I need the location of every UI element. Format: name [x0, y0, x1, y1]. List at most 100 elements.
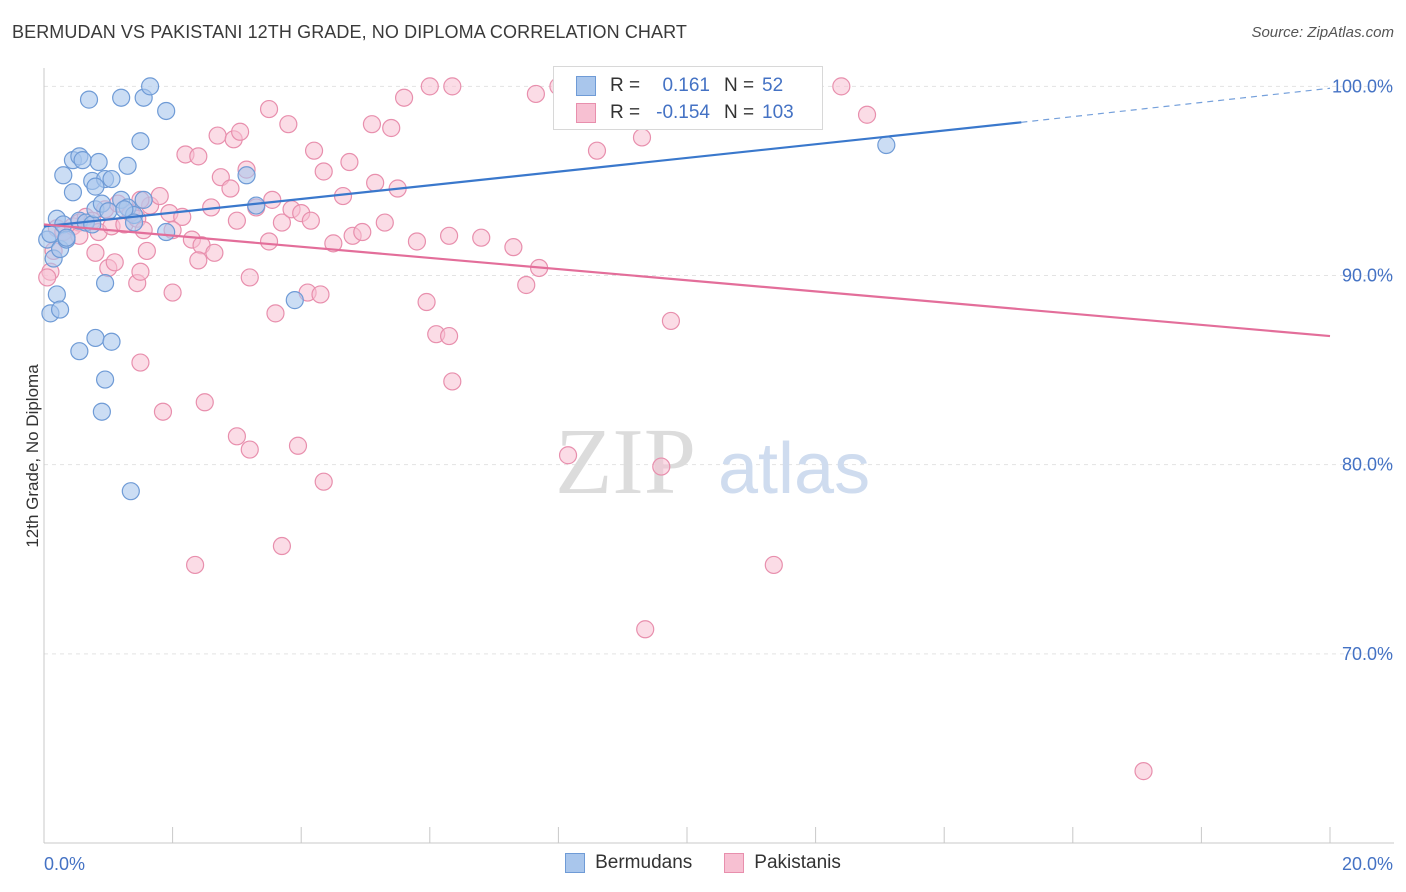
bermudans-point	[118, 156, 137, 175]
pakistanis-point	[314, 472, 333, 491]
y-tick-label: 90.0%	[1342, 266, 1393, 286]
watermark-atlas: atlas	[718, 429, 870, 509]
pakistanis-point	[163, 283, 182, 302]
pakistanis-point	[652, 457, 671, 476]
pakistanis-point	[150, 186, 169, 206]
pakistanis-point	[353, 222, 372, 242]
pakistanis-point	[636, 620, 655, 639]
stats-legend: R = 0.161 N = 52 R = -0.154 N = 103	[553, 66, 823, 130]
bermudans-point	[86, 177, 105, 196]
pakistanis-point	[301, 211, 320, 230]
pakistanis-trend-line	[43, 223, 1331, 338]
pakistanis-point	[259, 232, 279, 251]
pakistanis-point	[472, 228, 491, 247]
pakistanis-point	[366, 173, 385, 192]
legend-row-bermudans: R = 0.161 N = 52	[576, 73, 783, 99]
pakistanis-point	[439, 326, 459, 346]
legend-swatch-pink	[576, 103, 596, 123]
pakistanis-point	[137, 241, 156, 261]
bermudans-point	[877, 135, 896, 155]
bermudans-point	[47, 285, 66, 304]
pakistanis-point	[288, 436, 308, 455]
pakistanis-point	[221, 179, 240, 198]
bermudans-point	[70, 342, 89, 361]
pakistanis-point	[205, 243, 224, 262]
pakistanis-point	[231, 122, 250, 141]
pakistanis-point	[153, 402, 173, 421]
legend-n-label: N =	[724, 75, 755, 96]
trend-lines	[43, 87, 1331, 338]
pakistanis-point	[259, 99, 279, 119]
legend-r-value: -0.154	[656, 102, 710, 123]
pakistanis-point	[558, 446, 578, 465]
bermudans-point	[73, 151, 92, 170]
bermudans-trend-line	[43, 121, 1022, 228]
pakistanis-point	[661, 311, 681, 331]
tick-labels: 70.0% 80.0% 90.0% 100.0% 0.0% 20.0%	[44, 76, 1393, 874]
bermudans-point	[50, 300, 70, 319]
pakistanis-point	[189, 251, 208, 270]
pakistanis-point	[632, 128, 652, 147]
legend-row-pakistanis: R = -0.154 N = 103	[576, 100, 794, 126]
pakistanis-point	[279, 115, 298, 134]
watermark: ZIP atlas	[555, 410, 870, 514]
pakistanis-point	[189, 147, 208, 166]
bermudans-point	[140, 77, 160, 96]
legend-item-pakistanis[interactable]: Pakistanis	[724, 852, 841, 874]
pakistanis-point	[420, 77, 439, 96]
bermudans-point	[83, 215, 102, 234]
bermudans-point	[95, 370, 115, 389]
bermudans-point	[79, 90, 99, 109]
bermudans-point	[285, 291, 304, 310]
pakistanis-point	[443, 372, 462, 391]
bermudans-point	[134, 190, 153, 209]
watermark-zip: ZIP	[555, 410, 696, 514]
bermudans-point	[157, 101, 176, 121]
pakistanis-point	[272, 213, 292, 232]
pakistanis-point	[240, 440, 259, 459]
x-tick-label: 20.0%	[1342, 854, 1393, 874]
legend-n-label: N =	[724, 102, 755, 123]
series-legend: Bermudans Pakistanis	[0, 852, 1406, 874]
pakistanis-point	[195, 393, 214, 412]
bermudans-trend-extension	[1021, 87, 1331, 123]
pakistanis-point	[240, 268, 259, 287]
y-tick-label: 100.0%	[1332, 76, 1393, 96]
bermudans-point	[86, 328, 105, 348]
x-tick-label: 0.0%	[44, 854, 85, 874]
pakistanis-point	[394, 88, 414, 107]
pakistanis-point	[407, 232, 427, 251]
pakistanis-point	[375, 213, 394, 232]
bermudans-point	[95, 273, 115, 293]
legend-r-label: R =	[610, 102, 641, 123]
bermudans-points	[38, 77, 896, 501]
legend-item-bermudans[interactable]: Bermudans	[565, 852, 692, 874]
chart-source: Source: ZipAtlas.com	[1251, 24, 1394, 41]
pakistanis-point	[382, 118, 401, 138]
bermudans-point	[247, 196, 266, 215]
chart-title: BERMUDAN VS PAKISTANI 12TH GRADE, NO DIP…	[12, 22, 687, 42]
pakistanis-point	[263, 190, 282, 209]
bermudans-point	[54, 166, 73, 185]
legend-label-bermudans: Bermudans	[595, 852, 693, 873]
pakistanis-point	[38, 268, 57, 287]
pakistanis-point	[105, 253, 124, 272]
pakistanis-point	[857, 105, 877, 124]
pakistanis-point	[311, 285, 330, 304]
pakistanis-point	[208, 126, 227, 145]
axes	[43, 68, 1394, 844]
pakistanis-point	[324, 234, 343, 253]
pakistanis-point	[587, 141, 607, 160]
bermudans-point	[157, 222, 176, 242]
pakistanis-point	[1134, 762, 1153, 781]
legend-r-label: R =	[610, 75, 641, 96]
pakistanis-point	[340, 152, 359, 172]
legend-r-value: 0.161	[662, 75, 710, 96]
pakistanis-point	[362, 115, 382, 134]
pakistanis-point	[304, 141, 324, 160]
pakistanis-point	[443, 77, 462, 96]
bermudans-point	[92, 402, 111, 421]
legend-n-value: 52	[762, 75, 784, 96]
bermudans-point	[57, 228, 76, 247]
